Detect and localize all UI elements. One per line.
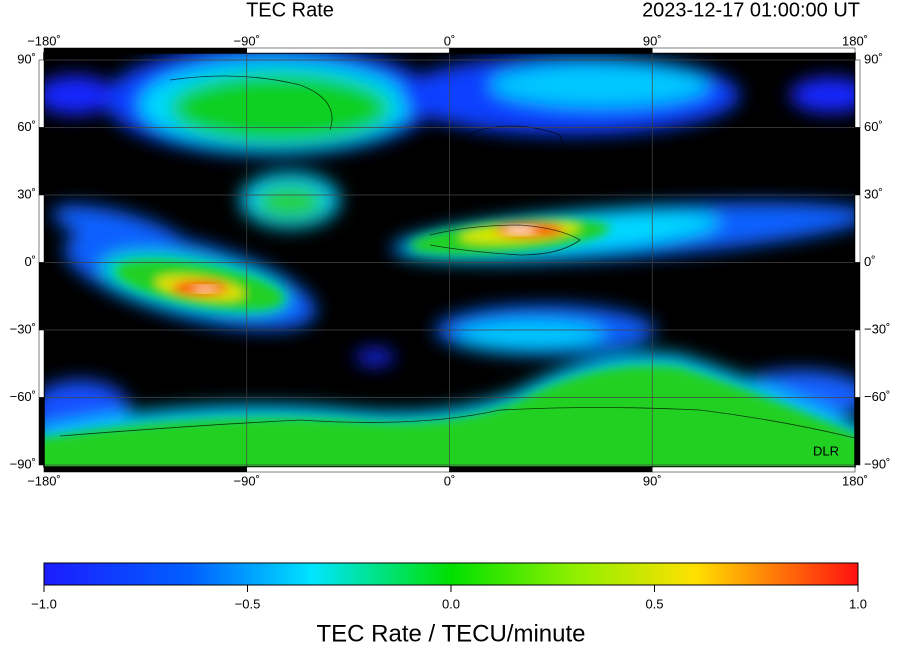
frame-segment <box>854 59 861 128</box>
lat-label: −60˚ <box>10 389 36 404</box>
lon-label: 0˚ <box>444 33 456 48</box>
lat-label: −30˚ <box>864 321 890 336</box>
frame-segment <box>854 262 861 331</box>
colorbar-label: TEC Rate / TECU/minute <box>317 620 586 647</box>
lon-label: −180˚ <box>27 473 61 488</box>
lon-label: 180˚ <box>842 33 868 48</box>
lat-label: 60˚ <box>17 119 36 134</box>
lon-label: −90˚ <box>234 33 260 48</box>
lon-label: −90˚ <box>234 473 260 488</box>
frame-segment <box>38 59 45 128</box>
frame-segment <box>854 127 861 196</box>
frame-segment <box>652 47 856 54</box>
lat-label: −90˚ <box>864 456 890 471</box>
frame-segment <box>43 47 247 54</box>
colorbar-tick-label: 0.0 <box>442 596 460 611</box>
frame-segment <box>38 397 45 466</box>
frame-segment <box>246 47 450 54</box>
lon-label: 180˚ <box>842 473 868 488</box>
colorbar-tick-label: −0.5 <box>235 596 261 611</box>
timestamp: 2023-12-17 01:00:00 UT <box>642 0 860 21</box>
lat-label: 0˚ <box>864 254 876 269</box>
frame-segment <box>43 466 247 473</box>
lat-label: −30˚ <box>10 321 36 336</box>
colorbar-tick-label: 1.0 <box>849 596 867 611</box>
lat-label: 30˚ <box>17 186 36 201</box>
frame-segment <box>854 194 861 263</box>
frame-segment <box>449 466 653 473</box>
frame-segment <box>246 466 450 473</box>
frame-segment <box>854 329 861 398</box>
map-title: TEC Rate <box>246 0 334 21</box>
frame-segment <box>38 262 45 331</box>
lon-label: 90˚ <box>643 473 662 488</box>
colorbar <box>43 562 859 586</box>
lon-label: −180˚ <box>27 33 61 48</box>
frame-segment <box>38 127 45 196</box>
lat-label: 60˚ <box>864 119 883 134</box>
lat-label: −60˚ <box>864 389 890 404</box>
frame-segment <box>38 329 45 398</box>
frame-segment <box>449 47 653 54</box>
lat-label: 0˚ <box>24 254 36 269</box>
colorbar-tick-label: −1.0 <box>31 596 57 611</box>
frame-segment <box>38 194 45 263</box>
lat-label: 90˚ <box>17 51 36 66</box>
lon-label: 0˚ <box>444 473 456 488</box>
frame-segment <box>854 397 861 466</box>
lon-label: 90˚ <box>643 33 662 48</box>
lat-label: 30˚ <box>864 186 883 201</box>
colorbar-tick-label: 0.5 <box>645 596 663 611</box>
lat-label: −90˚ <box>10 456 36 471</box>
lat-label: 90˚ <box>864 51 883 66</box>
frame-segment <box>652 466 856 473</box>
tec-map <box>44 53 855 467</box>
credit: DLR <box>813 443 839 458</box>
